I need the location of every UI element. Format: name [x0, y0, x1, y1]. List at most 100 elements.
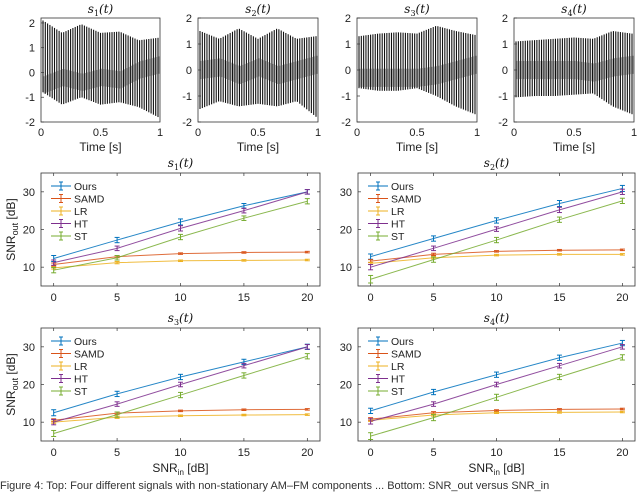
x-axis-label: Time [s]: [237, 140, 279, 154]
y-tick-label: -2: [341, 117, 351, 129]
x-tick-label: 1: [631, 127, 637, 139]
y-tick-label: 0: [502, 65, 508, 77]
x-tick-label: 0: [368, 292, 374, 304]
x-tick-label: 5: [114, 292, 120, 304]
x-tick-label: 15: [553, 447, 565, 459]
y-tick-label: 30: [23, 342, 35, 354]
legend-label: SAMD: [74, 349, 105, 361]
y-tick-label: -1: [341, 91, 351, 103]
legend-label: Ours: [391, 181, 414, 193]
subplot-title: s4(t): [561, 2, 587, 18]
y-tick-label: 0: [29, 67, 35, 79]
y-tick-label: 2: [29, 18, 35, 30]
subplot-title: s2(t): [245, 2, 271, 18]
legend-label: HT: [74, 374, 89, 386]
y-tick-label: 1: [345, 39, 351, 51]
x-tick-label: 5: [430, 292, 436, 304]
x-tick-label: 0.5: [409, 127, 424, 139]
figure-caption: Figure 4: Top: Four different signals wi…: [0, 480, 550, 492]
x-tick-label: 0: [511, 127, 517, 139]
legend-label: HT: [391, 374, 406, 386]
x-axis-label: Time [s]: [396, 140, 438, 154]
y-tick-label: 20: [340, 380, 352, 392]
y-tick-label: 2: [345, 13, 351, 25]
subplot-title: s3(t): [168, 311, 194, 327]
x-tick-label: 10: [174, 292, 186, 304]
snr-panel-4: s4(t) 10 20 30 0 5 10 15 20 SNRin [dB] OursSAMDLRH…: [340, 311, 636, 477]
y-tick-label: -1: [182, 91, 192, 103]
x-tick-label: 1: [157, 127, 163, 139]
legend-label: LR: [74, 206, 88, 218]
waveform-panel-4: -2 -1 0 1 2 0 0.5 1 Time [s] s4(t): [498, 2, 637, 154]
legend-label: Ours: [74, 181, 97, 193]
y-tick-label: 20: [23, 225, 35, 237]
y-tick-label: 10: [340, 262, 352, 274]
legend-label: Ours: [391, 336, 414, 348]
y-tick-label: 30: [340, 187, 352, 199]
subplot-title: s4(t): [484, 311, 510, 327]
x-tick-label: 20: [616, 292, 628, 304]
subplot-title: s2(t): [484, 156, 510, 172]
x-tick-label: 1: [474, 127, 480, 139]
y-tick-label: -2: [25, 117, 35, 129]
x-tick-label: 0.5: [250, 127, 265, 139]
legend-label: ST: [391, 386, 405, 398]
x-tick-label: 15: [238, 292, 250, 304]
x-tick-label: 20: [616, 447, 628, 459]
subplot-title: s1(t): [168, 156, 194, 172]
x-tick-label: 0: [38, 127, 44, 139]
legend-label: LR: [74, 361, 88, 373]
y-tick-label: 0: [186, 65, 192, 77]
x-tick-label: 5: [114, 447, 120, 459]
y-tick-label: 20: [340, 225, 352, 237]
y-axis-label: SNRout [dB]: [4, 198, 20, 261]
y-tick-label: -1: [25, 92, 35, 104]
subplot-title: s1(t): [88, 2, 114, 18]
legend-label: LR: [391, 206, 405, 218]
y-tick-label: -2: [498, 117, 508, 129]
x-tick-label: 20: [301, 447, 313, 459]
legend-label: SAMD: [74, 194, 105, 206]
legend-label: ST: [74, 386, 88, 398]
legend-label: Ours: [74, 336, 97, 348]
x-tick-label: 10: [490, 447, 502, 459]
x-tick-label: 0: [195, 127, 201, 139]
x-axis-label: Time [s]: [553, 140, 595, 154]
x-tick-label: 0: [368, 447, 374, 459]
y-tick-label: 30: [340, 342, 352, 354]
legend-label: HT: [391, 219, 406, 231]
x-tick-label: 5: [430, 447, 436, 459]
y-tick-label: 2: [502, 13, 508, 25]
y-tick-label: 10: [340, 417, 352, 429]
x-tick-label: 10: [490, 292, 502, 304]
y-tick-label: -2: [182, 117, 192, 129]
y-tick-label: 30: [23, 187, 35, 199]
x-tick-label: 0.5: [93, 127, 108, 139]
y-tick-label: 1: [502, 39, 508, 51]
legend-label: ST: [391, 231, 405, 243]
waveform-panel-2: -2 -1 0 1 2 0 0.5 1 Time [s] s2(t): [182, 2, 321, 154]
x-axis-label: SNRin [dB]: [152, 461, 208, 477]
x-tick-label: 0: [354, 127, 360, 139]
y-axis-label: SNRout [dB]: [4, 353, 20, 416]
legend-label: SAMD: [391, 349, 422, 361]
waveform-panel-3: -2 -1 0 1 2 0 0.5 1 Time [s] s3(t): [341, 2, 480, 154]
y-tick-label: 0: [345, 65, 351, 77]
y-tick-label: 20: [23, 380, 35, 392]
x-tick-label: 10: [174, 447, 186, 459]
y-tick-label: 2: [186, 13, 192, 25]
x-axis-label: Time [s]: [79, 140, 121, 154]
x-axis-label: SNRin [dB]: [468, 461, 524, 477]
x-tick-label: 0: [51, 447, 57, 459]
y-tick-label: 1: [186, 39, 192, 51]
x-tick-label: 15: [238, 447, 250, 459]
legend-label: ST: [74, 231, 88, 243]
